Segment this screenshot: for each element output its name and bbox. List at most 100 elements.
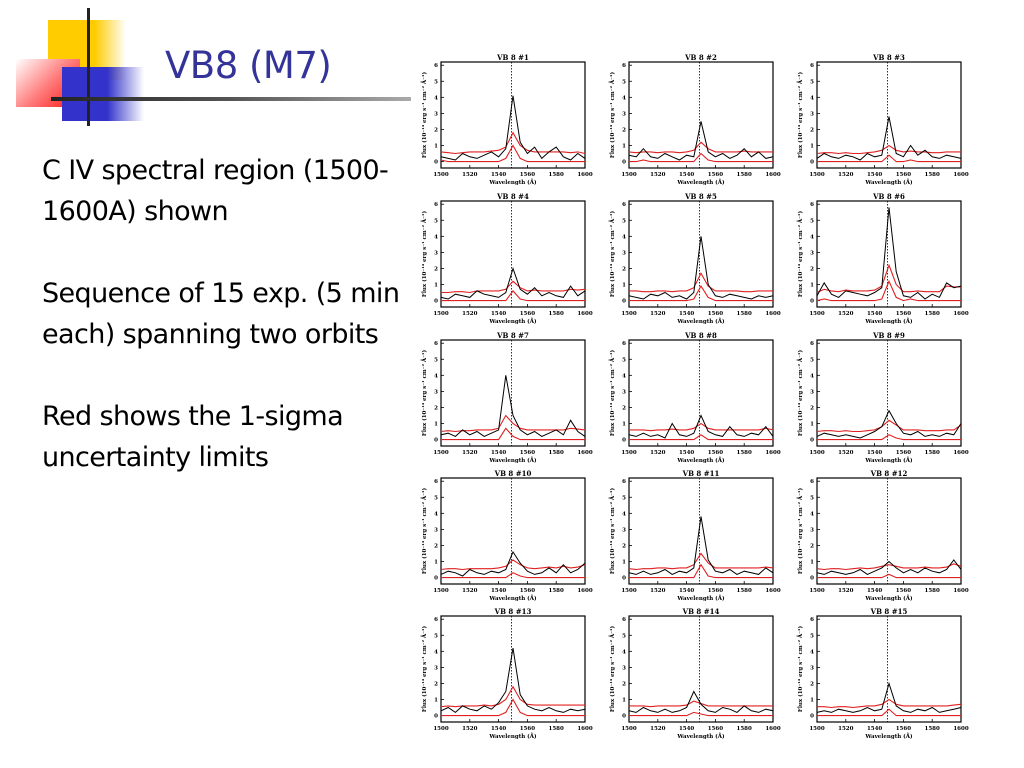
x-tick-label: 1520: [462, 588, 477, 594]
flux-line: [628, 516, 774, 575]
y-tick-label: 1: [434, 283, 438, 289]
x-axis-label: Wavelength (Å): [864, 594, 913, 602]
x-tick-label: 1540: [491, 726, 506, 732]
spectrum-chart: VB 8 #15 1500 1520 1540 1560 1580 1600 0 1 2 3 4 5 6 W…: [796, 607, 969, 740]
x-tick-label: 1500: [621, 726, 636, 732]
x-axis-label: Wavelength (Å): [488, 178, 537, 186]
y-axis-label: Flux (10⁻¹⁴ erg s⁻¹ cm⁻² Å⁻¹): [796, 72, 804, 159]
x-tick-label: 1580: [549, 172, 564, 178]
y-axis-label: Flux (10⁻¹⁴ erg s⁻¹ cm⁻² Å⁻¹): [796, 626, 804, 713]
spectrum-panel: VB 8 #8 1500 1520 1540 1560 1580 1600 0 1 2 3 4 5 6 Wa…: [606, 330, 788, 470]
panel-title: VB 8 #2: [684, 53, 717, 62]
y-tick-label: 0: [622, 576, 626, 582]
panel-title: VB 8 #7: [496, 331, 529, 340]
spectrum-panel: VB 8 #2 1500 1520 1540 1560 1580 1600 0 1 2 3 4 5 6 Wa…: [606, 52, 788, 192]
y-tick-label: 3: [810, 250, 814, 256]
x-tick-label: 1520: [838, 726, 853, 732]
y-tick-label: 6: [434, 617, 438, 623]
x-tick-label: 1540: [867, 450, 882, 456]
y-tick-label: 0: [622, 714, 626, 720]
x-tick-label: 1580: [737, 726, 752, 732]
y-tick-label: 6: [434, 341, 438, 347]
x-tick-label: 1500: [433, 172, 448, 178]
x-tick-label: 1580: [549, 588, 564, 594]
y-tick-label: 0: [810, 714, 814, 720]
flux-line: [816, 681, 962, 713]
y-tick-label: 2: [622, 543, 626, 549]
x-tick-label: 1500: [621, 311, 636, 317]
y-tick-label: 6: [434, 479, 438, 485]
y-tick-label: 2: [810, 405, 814, 411]
x-tick-label: 1540: [491, 588, 506, 594]
panel-title: VB 8 #8: [684, 331, 717, 340]
spectrum-panel: VB 8 #15 1500 1520 1540 1560 1580 1600 0 1 2 3 4 5 6 W…: [794, 606, 976, 746]
x-tick-label: 1500: [809, 726, 824, 732]
x-tick-label: 1580: [737, 311, 752, 317]
plot-frame: [440, 200, 586, 308]
spectrum-panel: VB 8 #1 1500 1520 1540 1560 1580 1600 0 1 2 3 4 5 6 Wa…: [418, 52, 600, 192]
y-tick-label: 1: [622, 560, 626, 566]
uncertainty-upper-line: [629, 422, 774, 432]
spectrum-panel: VB 8 #9 1500 1520 1540 1560 1580 1600 0 1 2 3 4 5 6 Wa…: [794, 330, 976, 470]
x-tick-label: 1540: [867, 726, 882, 732]
y-tick-label: 5: [434, 357, 438, 363]
y-axis-label: Flux (10⁻¹⁴ erg s⁻¹ cm⁻² Å⁻¹): [608, 488, 616, 575]
panel-title: VB 8 #11: [682, 469, 720, 478]
y-axis-label: Flux (10⁻¹⁴ erg s⁻¹ cm⁻² Å⁻¹): [420, 72, 428, 159]
panel-title: VB 8 #9: [872, 331, 905, 340]
y-tick-label: 6: [622, 63, 626, 69]
spectrum-chart: VB 8 #12 1500 1520 1540 1560 1580 1600 0 1 2 3 4 5 6 W…: [796, 469, 969, 602]
panel-title: VB 8 #10: [494, 469, 532, 478]
spectrum-chart: VB 8 #4 1500 1520 1540 1560 1580 1600 0 1 2 3 4 5 6 Wa…: [420, 192, 593, 325]
y-tick-label: 0: [810, 438, 814, 444]
y-tick-label: 4: [434, 373, 438, 379]
spectrum-panel: VB 8 #6 1500 1520 1540 1560 1580 1600 0 1 2 3 4 5 6 Wa…: [794, 191, 976, 331]
panel-title: VB 8 #15: [870, 607, 908, 616]
title-underline: [51, 97, 411, 101]
y-tick-label: 6: [810, 63, 814, 69]
y-tick-label: 6: [622, 341, 626, 347]
y-tick-label: 6: [622, 617, 626, 623]
spectrum-panel: VB 8 #14 1500 1520 1540 1560 1580 1600 0 1 2 3 4 5 6 W…: [606, 606, 788, 746]
y-tick-label: 1: [622, 144, 626, 150]
x-tick-label: 1540: [867, 172, 882, 178]
y-tick-label: 3: [810, 111, 814, 117]
y-tick-label: 4: [434, 511, 438, 517]
y-tick-label: 5: [622, 79, 626, 85]
y-tick-label: 0: [622, 160, 626, 166]
spectrum-panel: VB 8 #5 1500 1520 1540 1560 1580 1600 0 1 2 3 4 5 6 Wa…: [606, 191, 788, 331]
x-axis-label: Wavelength (Å): [864, 178, 913, 186]
uncertainty-upper-line: [629, 272, 773, 293]
bullet-text: Sequence of 15 exp. (5 min each) spannin…: [42, 278, 400, 350]
y-tick-label: 0: [810, 576, 814, 582]
x-tick-label: 1600: [577, 588, 592, 594]
x-tick-label: 1600: [765, 588, 780, 594]
x-tick-label: 1540: [679, 588, 694, 594]
plot-frame: [816, 477, 962, 585]
y-tick-label: 5: [622, 633, 626, 639]
y-tick-label: 1: [434, 144, 438, 150]
y-tick-label: 4: [622, 649, 626, 655]
uncertainty-lower-line: [441, 572, 585, 579]
x-tick-label: 1580: [737, 172, 752, 178]
x-tick-label: 1520: [838, 172, 853, 178]
plot-frame: [628, 61, 774, 169]
y-tick-label: 3: [622, 111, 626, 117]
x-tick-label: 1520: [650, 588, 665, 594]
y-tick-label: 2: [810, 681, 814, 687]
plot-frame: [816, 61, 962, 169]
x-tick-label: 1560: [708, 172, 723, 178]
x-tick-label: 1500: [809, 311, 824, 317]
x-tick-label: 1580: [549, 311, 564, 317]
x-tick-label: 1580: [737, 450, 752, 456]
y-tick-label: 2: [434, 127, 438, 133]
y-tick-label: 3: [810, 527, 814, 533]
x-tick-label: 1520: [650, 172, 665, 178]
spectrum-chart: VB 8 #2 1500 1520 1540 1560 1580 1600 0 1 2 3 4 5 6 Wa…: [608, 53, 781, 186]
x-tick-label: 1560: [520, 311, 535, 317]
y-tick-label: 0: [622, 299, 626, 305]
plot-frame: [440, 61, 586, 169]
x-tick-label: 1540: [491, 311, 506, 317]
plot-frame: [816, 200, 962, 308]
y-tick-label: 1: [810, 144, 814, 150]
